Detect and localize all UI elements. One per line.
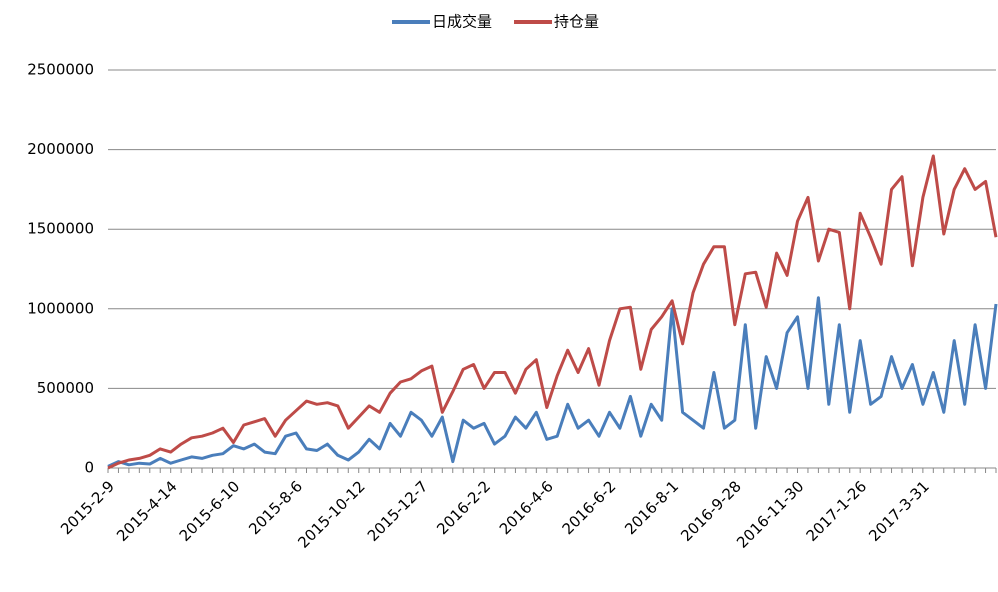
x-tick-label: 2015-12-7 <box>364 477 432 545</box>
x-tick-label: 2017-3-31 <box>865 477 933 545</box>
x-tick-label: 2015-4-14 <box>113 477 181 545</box>
y-tick-label: 1500000 <box>27 220 94 238</box>
x-tick-label: 2016-2-2 <box>433 477 494 538</box>
x-tick-label: 2016-4-6 <box>496 477 557 538</box>
y-tick-label: 1000000 <box>27 299 94 317</box>
y-tick-label: 500000 <box>37 379 94 397</box>
x-tick-label: 2016-8-1 <box>621 477 682 538</box>
x-tick-label: 2015-2-9 <box>57 477 118 538</box>
line-series <box>107 296 998 468</box>
x-tick-label: 2016-9-28 <box>677 477 745 545</box>
x-tick-label: 2016-11-30 <box>733 477 807 551</box>
y-tick-label: 2500000 <box>27 61 94 79</box>
legend-label: 日成交量 <box>432 13 492 31</box>
x-tick-label: 2015-10-12 <box>294 477 368 551</box>
y-tick-label: 2000000 <box>27 140 94 158</box>
legend-label: 持仓量 <box>554 13 599 31</box>
x-tick-label: 2016-6-2 <box>559 477 620 538</box>
x-tick-label: 2015-8-6 <box>245 477 306 538</box>
x-tick-label: 2017-1-26 <box>803 477 871 545</box>
x-tick-label: 2015-6-10 <box>176 477 244 545</box>
line-series <box>107 154 998 470</box>
y-tick-label: 0 <box>84 459 94 477</box>
